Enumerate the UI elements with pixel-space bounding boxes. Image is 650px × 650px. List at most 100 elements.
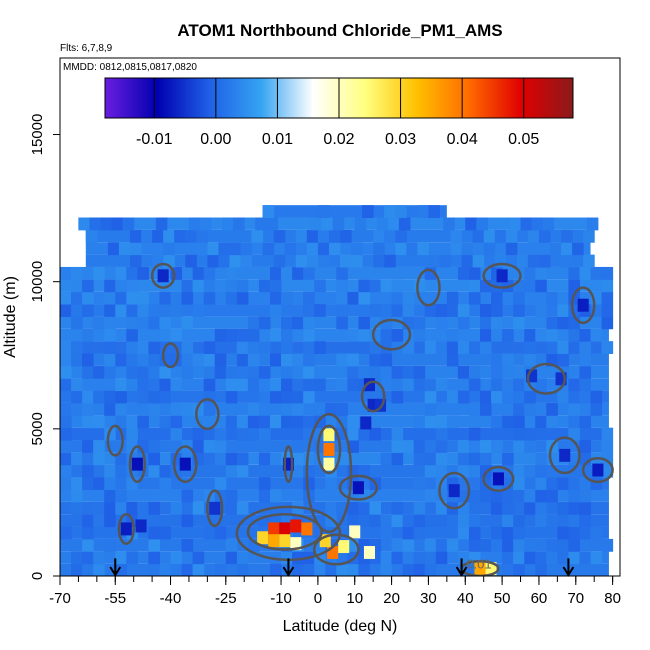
field-cell	[325, 514, 337, 528]
field-cell	[281, 328, 293, 342]
field-cell	[104, 514, 116, 528]
field-cell	[358, 328, 370, 342]
field-cell	[126, 365, 138, 379]
field-cell	[391, 304, 404, 317]
field-cell	[82, 440, 94, 453]
field-cell	[347, 538, 359, 552]
field-cell	[446, 291, 459, 305]
field-cell	[568, 316, 580, 330]
field-cell	[402, 291, 415, 305]
field-cell	[270, 390, 282, 404]
field-cell	[590, 402, 603, 416]
field-cell	[60, 341, 72, 354]
field-cell	[369, 378, 382, 392]
field-cell	[579, 328, 592, 342]
field-cell	[251, 229, 264, 243]
field-cell	[424, 452, 437, 466]
field-cell	[531, 217, 544, 231]
field-cell	[468, 440, 481, 453]
field-cell	[358, 514, 370, 528]
field-cell	[538, 229, 551, 243]
colorbar-tick-label: -0.01	[136, 131, 173, 148]
field-cell	[424, 563, 437, 576]
field-cell	[159, 464, 172, 478]
field-cell	[513, 365, 525, 379]
y-tick-label: 5000	[29, 412, 46, 445]
field-cell	[295, 242, 308, 256]
field-cell	[550, 242, 562, 256]
field-cell	[181, 402, 194, 416]
field-cell	[505, 242, 518, 256]
field-cell	[148, 402, 160, 416]
field-cell	[391, 279, 404, 293]
heatmap-cell	[120, 522, 132, 536]
field-cell	[406, 242, 418, 256]
field-cell	[82, 477, 94, 490]
field-cell	[468, 427, 481, 441]
field-cell	[104, 538, 116, 552]
field-cell	[104, 402, 116, 416]
field-cell	[192, 427, 205, 441]
field-cell	[292, 402, 304, 416]
field-cell	[546, 464, 558, 478]
field-cell	[579, 390, 592, 404]
field-cell	[358, 501, 370, 515]
field-cell	[292, 378, 304, 392]
field-cell	[104, 464, 116, 478]
field-cell	[513, 489, 525, 503]
field-cell	[568, 452, 580, 466]
colorbar-ticks: -0.01 0.00 0.01 0.02 0.03 0.04 0.05	[136, 78, 539, 148]
field-cell	[480, 341, 492, 354]
field-cell	[336, 266, 348, 280]
field-cell	[236, 501, 249, 515]
x-tick-label: 0	[314, 590, 322, 607]
field-cell	[295, 229, 308, 243]
field-cell	[126, 477, 138, 490]
field-cell	[292, 353, 304, 367]
field-cell	[155, 217, 168, 231]
colorbar-tick-label: 0.02	[323, 131, 354, 148]
field-cell	[457, 304, 470, 317]
field-cell	[586, 217, 599, 231]
field-cell	[281, 402, 293, 416]
field-cell	[347, 514, 359, 528]
field-cell	[292, 266, 304, 280]
field-cell	[502, 489, 514, 503]
x-tick-label: 60	[531, 590, 548, 607]
field-cell	[457, 365, 470, 379]
field-cell	[557, 341, 569, 354]
field-cell	[270, 452, 282, 466]
contour-line	[316, 424, 342, 475]
field-cell	[126, 415, 138, 429]
field-cell	[270, 304, 282, 317]
field-cell	[214, 427, 227, 441]
field-cell	[601, 316, 614, 330]
field-cell	[159, 304, 172, 317]
contour-line	[548, 436, 581, 475]
field-cell	[524, 390, 536, 404]
heatmap-cells	[120, 269, 604, 576]
colorbar-tick-label: 0.04	[447, 131, 478, 148]
field-cell	[317, 229, 330, 243]
field-cell	[513, 427, 525, 441]
heatmap-cell	[448, 484, 460, 498]
field-cell	[247, 316, 260, 330]
field-cell	[148, 551, 160, 565]
field-cell	[384, 229, 396, 243]
heatmap-cell	[135, 519, 147, 533]
field-cell	[303, 328, 315, 342]
field-cell	[82, 279, 94, 293]
field-cell	[281, 353, 293, 367]
field-cell	[82, 452, 94, 466]
field-cell	[203, 365, 216, 379]
field-cell	[505, 229, 518, 243]
field-cell	[137, 440, 149, 453]
field-cell	[236, 563, 249, 576]
field-cell	[122, 217, 135, 231]
field-cell	[391, 452, 404, 466]
field-cell	[82, 353, 94, 367]
field-cell	[281, 390, 293, 404]
field-cell	[468, 526, 481, 540]
field-cell	[82, 390, 94, 404]
contour-line	[526, 362, 566, 395]
